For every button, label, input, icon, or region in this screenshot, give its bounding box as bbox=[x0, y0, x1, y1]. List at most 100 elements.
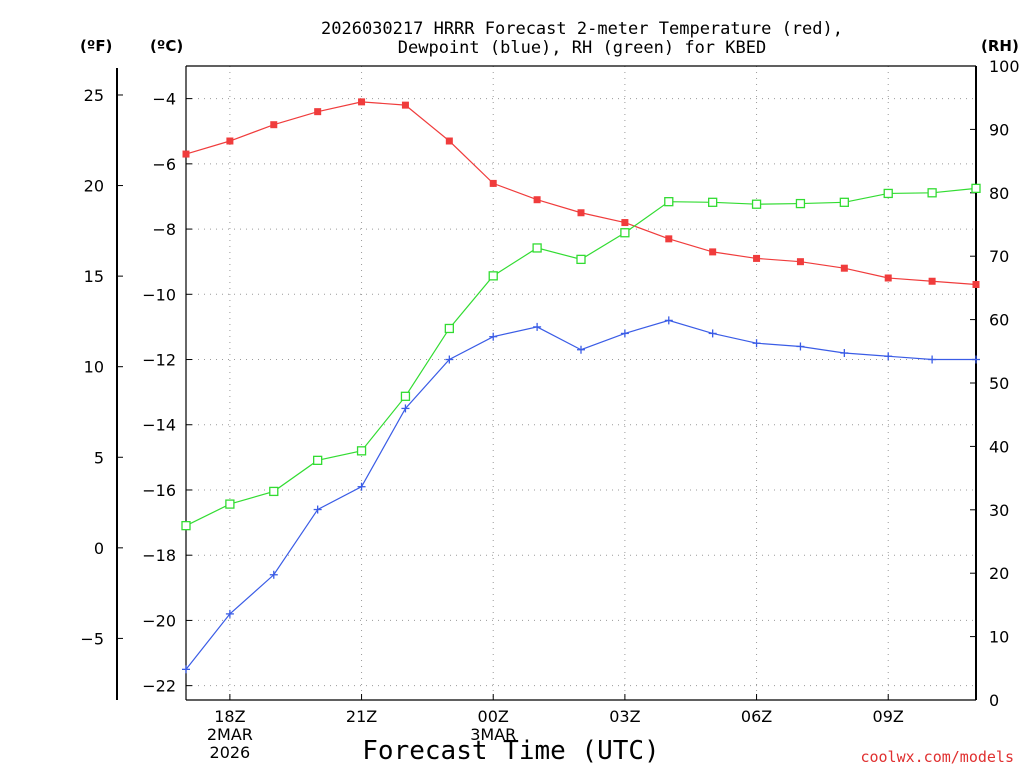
dewpoint-point bbox=[708, 329, 717, 338]
rh-tick-label: 0 bbox=[989, 691, 999, 710]
rh-tick-label: 60 bbox=[989, 311, 1009, 330]
dewpoint-point bbox=[269, 570, 278, 579]
2-meter-temperature-point bbox=[577, 209, 585, 217]
dewpoint-point bbox=[620, 329, 629, 338]
relative-humidity-point bbox=[708, 197, 718, 207]
dewpoint-point bbox=[225, 609, 234, 618]
relative-humidity-line bbox=[185, 187, 977, 527]
relative-humidity-point bbox=[620, 228, 630, 238]
series-2-meter-temperature bbox=[182, 98, 980, 289]
series-dewpoint bbox=[182, 316, 980, 674]
fahrenheit-tick-label: 5 bbox=[94, 448, 104, 467]
rh-tick-label: 90 bbox=[989, 120, 1009, 139]
2-meter-temperature-point bbox=[709, 248, 717, 256]
dewpoint-point bbox=[928, 355, 937, 364]
rh-tick-label: 20 bbox=[989, 564, 1009, 583]
2-meter-temperature-point bbox=[840, 264, 848, 272]
dewpoint-point bbox=[796, 342, 805, 351]
fahrenheit-axis-unit: (ºF) bbox=[80, 37, 112, 55]
dewpoint-point bbox=[401, 404, 410, 413]
fahrenheit-tick-label: −5 bbox=[80, 629, 104, 648]
data-series bbox=[181, 98, 981, 674]
rh-tick-label: 70 bbox=[989, 247, 1009, 266]
relative-humidity-point bbox=[971, 183, 981, 194]
2-meter-temperature-point bbox=[489, 179, 497, 187]
chart-title-line-1: 2026030217 HRRR Forecast 2-meter Tempera… bbox=[321, 19, 843, 39]
chart-title-line-2: Dewpoint (blue), RH (green) for KBED bbox=[398, 38, 766, 58]
dewpoint-point bbox=[972, 355, 980, 364]
x-tick-label: 21Z bbox=[346, 707, 377, 726]
2-meter-temperature-point bbox=[445, 137, 453, 145]
axes bbox=[116, 65, 977, 701]
x-tick-label: 2026 bbox=[210, 743, 251, 762]
x-tick-label: 2MAR bbox=[207, 725, 253, 744]
fahrenheit-tick-label: 10 bbox=[84, 358, 104, 377]
relative-humidity-point bbox=[225, 499, 235, 509]
rh-tick-label: 30 bbox=[989, 501, 1009, 520]
relative-humidity-point bbox=[795, 198, 806, 209]
celsius-tick-label: −12 bbox=[142, 351, 176, 370]
x-tick-label: 03Z bbox=[609, 707, 640, 726]
celsius-tick-label: −16 bbox=[142, 481, 176, 500]
grid-lines bbox=[186, 66, 976, 700]
x-tick-label: 06Z bbox=[741, 707, 772, 726]
x-tick-label: 09Z bbox=[873, 707, 904, 726]
celsius-tick-label: −10 bbox=[142, 285, 176, 304]
relative-humidity-point bbox=[313, 455, 323, 465]
relative-humidity-point bbox=[664, 197, 674, 207]
dewpoint-point bbox=[313, 505, 322, 514]
relative-humidity-point bbox=[444, 323, 454, 334]
source-credit: coolwx.com/models bbox=[860, 748, 1014, 766]
2-meter-temperature-point bbox=[226, 137, 234, 145]
2-meter-temperature-point bbox=[972, 281, 980, 289]
2-meter-temperature-point bbox=[182, 150, 190, 158]
fahrenheit-tick-label: 20 bbox=[84, 177, 104, 196]
2-meter-temperature-point bbox=[665, 235, 673, 243]
dewpoint-point bbox=[533, 322, 542, 331]
relative-humidity-point bbox=[488, 271, 498, 281]
x-axis-label: Forecast Time (UTC) bbox=[362, 736, 659, 766]
relative-humidity-point bbox=[883, 188, 893, 199]
x-tick-label: 18Z bbox=[214, 707, 245, 726]
relative-humidity-point bbox=[181, 521, 191, 531]
2-meter-temperature-point bbox=[358, 98, 366, 106]
fahrenheit-tick-label: 0 bbox=[94, 539, 104, 558]
dewpoint-point bbox=[664, 316, 673, 325]
dewpoint-line bbox=[185, 319, 976, 670]
series-relative-humidity bbox=[181, 183, 981, 531]
dewpoint-point bbox=[884, 352, 893, 361]
2-meter-temperature-point bbox=[621, 219, 629, 227]
2-meter-temperature-point bbox=[270, 121, 278, 129]
relative-humidity-point bbox=[576, 254, 586, 265]
celsius-tick-label: −4 bbox=[152, 90, 176, 109]
celsius-tick-label: −20 bbox=[142, 611, 176, 630]
celsius-tick-label: −22 bbox=[142, 677, 176, 696]
rh-tick-label: 80 bbox=[989, 184, 1009, 203]
celsius-tick-label: −8 bbox=[152, 220, 176, 239]
relative-humidity-point bbox=[751, 199, 762, 209]
fahrenheit-tick-label: 15 bbox=[84, 267, 104, 286]
2-meter-temperature-point bbox=[753, 254, 761, 262]
2-meter-temperature-point bbox=[884, 274, 892, 282]
celsius-tick-label: −6 bbox=[152, 155, 176, 174]
relative-humidity-point bbox=[839, 197, 849, 207]
x-tick-label: 3MAR bbox=[470, 725, 516, 744]
dewpoint-point bbox=[357, 482, 366, 491]
dewpoint-point bbox=[752, 339, 761, 348]
relative-humidity-point bbox=[400, 391, 411, 401]
celsius-tick-label: −14 bbox=[142, 416, 176, 435]
2-meter-temperature-point bbox=[533, 196, 541, 204]
rh-tick-label: 100 bbox=[989, 57, 1020, 76]
relative-humidity-point bbox=[269, 486, 279, 497]
rh-axis-unit: (RH) bbox=[981, 37, 1019, 55]
2-meter-temperature-point bbox=[796, 258, 804, 266]
dewpoint-point bbox=[182, 665, 190, 674]
fahrenheit-tick-label: 25 bbox=[84, 86, 104, 105]
2-meter-temperature-point bbox=[314, 108, 322, 116]
dewpoint-point bbox=[445, 355, 454, 364]
celsius-tick-label: −18 bbox=[142, 546, 176, 565]
dewpoint-point bbox=[577, 345, 585, 354]
relative-humidity-point bbox=[927, 188, 937, 198]
relative-humidity-point bbox=[532, 243, 542, 253]
